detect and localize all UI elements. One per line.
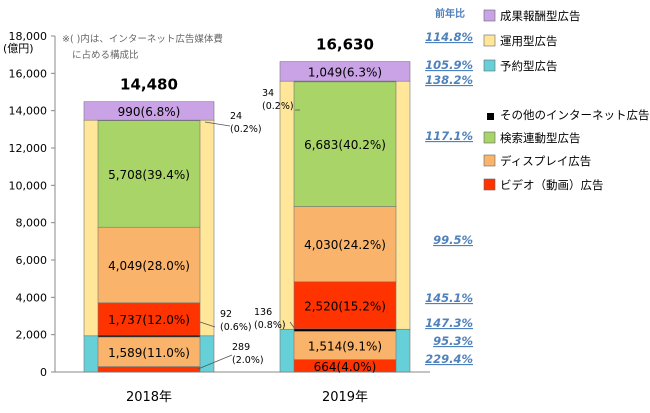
y-axis: 0 2,000 4,000 6,000 8,000 10,000 12,000 14,000 1…: [3, 30, 430, 379]
data-label-inner-1-1: 1,514(9.1%): [308, 339, 382, 353]
yoy-value: 229.4%: [425, 352, 473, 366]
bar-inner-display-0: [97, 226, 201, 304]
callout-leader: [197, 354, 233, 370]
data-label-seika-1: 1,049(6.3%): [308, 65, 382, 79]
y-tick-label: 6,000: [16, 254, 48, 267]
note-line-2: に占める構成比: [72, 49, 139, 61]
legend-label: ビデオ（動画）広告: [500, 178, 604, 192]
data-label-inner-3-0: 1,737(12.0%): [108, 313, 190, 327]
bar-inner-other-1: [293, 328, 397, 332]
y-tick-label: 16,000: [9, 67, 48, 80]
y-axis-unit: (億円): [3, 42, 34, 55]
yoy-value: 99.5%: [433, 233, 473, 247]
x-category-label: 2019年: [322, 390, 368, 405]
yoy-value: 117.1%: [425, 129, 473, 143]
callout-text: 136: [254, 307, 272, 318]
yoy-value: 95.3%: [433, 334, 473, 348]
legend-label: 検索連動型広告: [500, 131, 581, 145]
legend-swatch-video: [483, 178, 496, 191]
callout-text: (0.8%): [254, 320, 286, 331]
total-label-1: 16,630: [316, 36, 374, 54]
data-label-inner-5-0: 5,708(39.4%): [108, 168, 190, 182]
note-line-1: ※( )内は、インターネット広告媒体費: [62, 33, 223, 45]
callout-text: (0.2%): [230, 124, 262, 135]
legend-swatch-other: [487, 113, 494, 120]
bar-inner-video-1: [293, 281, 397, 330]
data-label-inner-4-1: 4,030(24.2%): [304, 238, 386, 252]
callout-text: 92: [220, 309, 232, 320]
y-tick-label: 2,000: [16, 329, 48, 342]
data-label-seika-0: 990(6.8%): [118, 105, 181, 119]
bar-inner-display-1: [293, 206, 397, 283]
legend-swatch-kensaku: [483, 131, 496, 144]
callout-text: 289: [232, 342, 250, 353]
data-label-inner-5-1: 6,683(40.2%): [304, 138, 386, 152]
callout-text: (0.6%): [220, 322, 252, 333]
y-tick-label: 0: [40, 366, 47, 379]
bar-inner-display-0: [97, 336, 201, 367]
y-tick-label: 4,000: [16, 291, 48, 304]
legend-swatch-yoyaku: [483, 59, 496, 72]
bar-inner-video-0: [97, 302, 201, 336]
legend-label: 予約型広告: [500, 59, 558, 73]
callout-text: 24: [230, 111, 242, 122]
yoy-value: 145.1%: [425, 291, 473, 305]
legend-swatch-seika: [483, 9, 496, 22]
callout-text: (2.0%): [232, 355, 264, 366]
legend-label: その他のインターネット広告: [500, 108, 650, 122]
legend-label: 運用型広告: [500, 34, 558, 48]
legend-swatch-unyou: [483, 34, 496, 47]
y-tick-label: 10,000: [9, 179, 48, 192]
callout-leader: [289, 321, 296, 330]
yoy-value: 147.3%: [425, 316, 473, 330]
y-tick-label: 14,000: [9, 105, 48, 118]
yoy-value: 138.2%: [425, 73, 473, 87]
callout-leader: [204, 121, 231, 127]
legend-swatch-display: [483, 154, 496, 167]
bar-inner-kensaku-0: [97, 120, 201, 228]
bar-inner-other-1: [293, 80, 397, 83]
bars: [83, 61, 411, 373]
data-label-inner-0-1: 664(4.0%): [314, 360, 377, 374]
data-label-inner-4-0: 4,049(28.0%): [108, 259, 190, 273]
callout-text: (0.2%): [262, 101, 294, 112]
callout-leader: [199, 321, 216, 328]
yoy-column: 前年比 114.8% 105.9%138.2% 117.1% 99.5% 145.1% 14…: [425, 7, 473, 366]
yoy-value: 105.9%: [425, 58, 473, 72]
x-category-label: 2018年: [126, 390, 172, 405]
callouts: 24 (0.2%) 92 (0.6%) 289 (2.0%) 34 (0.2%) 136 (0.8…: [197, 88, 300, 370]
yoy-value: 114.8%: [425, 30, 473, 44]
y-tick-label: 8,000: [16, 217, 48, 230]
data-labels: 990(6.8%) 1,589(11.0%) 1,737(12.0%) 4,049(2…: [108, 36, 386, 405]
y-tick-label: 12,000: [9, 142, 48, 155]
y-tick-label: 18,000: [9, 30, 48, 43]
yoy-header: 前年比: [435, 7, 465, 20]
legend-label: ディスプレイ広告: [500, 154, 591, 168]
data-label-inner-1-0: 1,589(11.0%): [108, 346, 190, 360]
bar-inner-video-0: [97, 366, 201, 373]
bar-inner-display-1: [293, 331, 397, 360]
legend-label: 成果報酬型広告: [500, 9, 581, 23]
bar-inner-kensaku-1: [293, 81, 397, 207]
data-label-inner-3-1: 2,520(15.2%): [304, 299, 386, 313]
legend: 成果報酬型広告運用型広告予約型広告その他のインターネット広告検索連動型広告ディス…: [483, 9, 650, 192]
callout-text: 34: [262, 88, 274, 99]
total-label-0: 14,480: [120, 76, 178, 94]
